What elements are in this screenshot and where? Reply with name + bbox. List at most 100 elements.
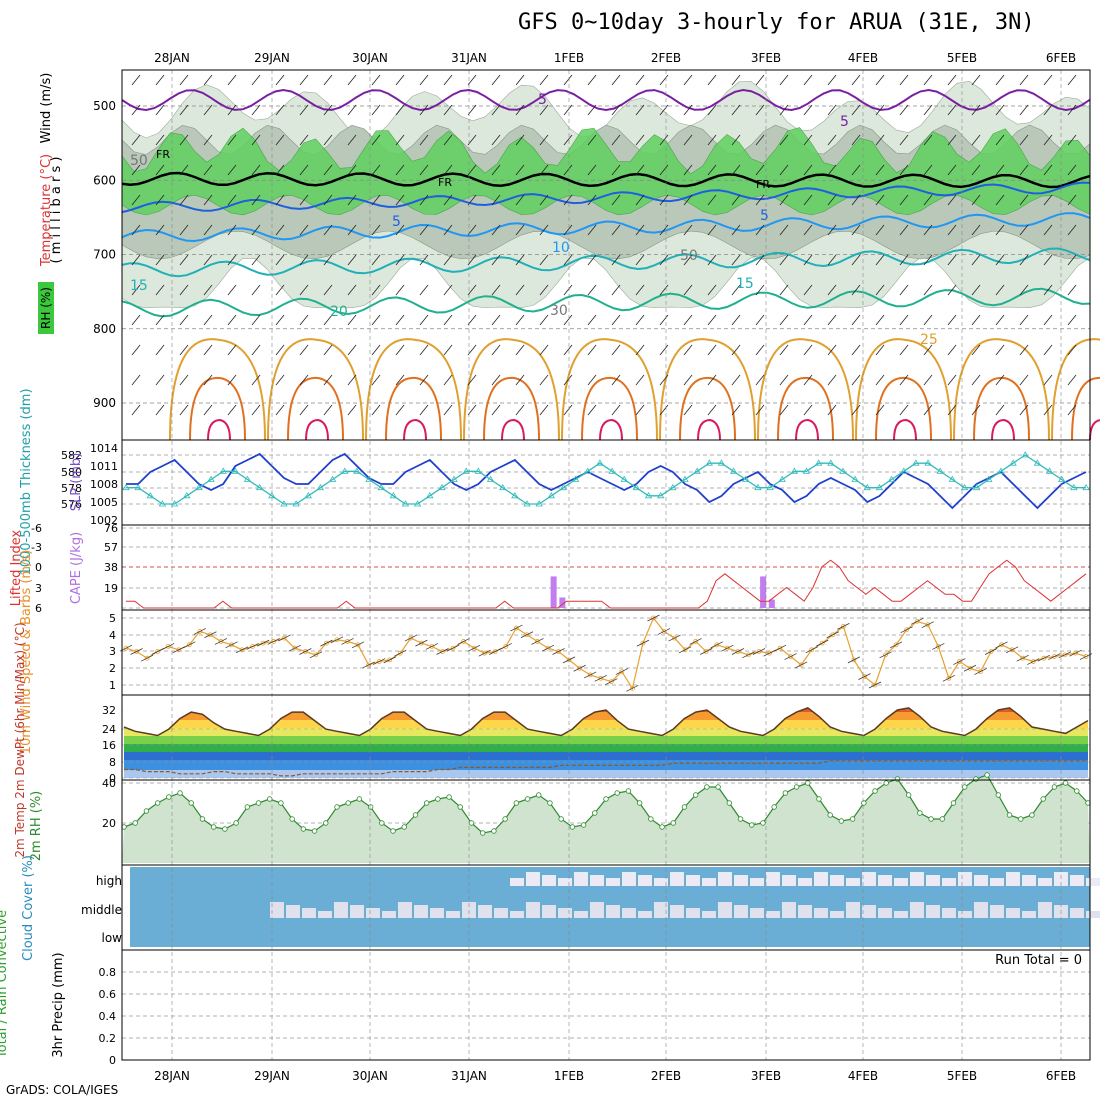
date-tick-bottom: 4FEB [848,1069,878,1083]
thickness-point [231,467,240,474]
footer-credit: GrADS: COLA/IGES [6,1083,119,1097]
wind-barb [467,74,477,86]
wind-barb [683,404,693,416]
wind-barb [995,254,1005,266]
cloud-mid-block [846,902,860,918]
temp-color-band [124,770,1088,778]
wind-barb [275,164,285,176]
wind-barb [875,284,885,296]
wind10-barb [668,634,681,642]
wind-barb [1019,104,1029,116]
wind-barb [899,104,909,116]
ylabel-cape: CAPE (J/kg) [69,532,84,604]
rh-legend-swatch [38,282,54,334]
date-tick-top: 29JAN [254,51,290,65]
thickness-point [1045,467,1054,474]
thickness-point [924,459,932,466]
wind10-barb [246,643,259,650]
cloud-high-block [814,872,828,886]
wind-barb [635,104,645,116]
ytick-t2m: 0 [109,772,116,785]
rh-point [816,796,822,802]
rh-point [390,828,396,834]
wind10-barb [858,673,871,680]
wind-barb [539,74,549,86]
wind-barb [707,284,717,296]
wind-barb [251,164,261,176]
wind-barb [155,314,165,326]
wind-barb [299,104,309,116]
wind-speed-point [651,615,656,621]
wind-barb [179,224,189,236]
wind-barb [539,194,549,206]
wind-barb [227,134,237,146]
wind-barb [947,74,957,86]
wind-barb [659,284,669,296]
wind-barb [587,104,597,116]
thickness-point [887,475,896,482]
wind-speed-point [197,629,203,634]
thickness-point [742,475,750,482]
wind-barb [323,74,333,86]
wind-barb [347,104,357,116]
ylabel-wind10: 10m Wind Speed & Barbs (m/s) [19,550,34,755]
cloud-high-block [1038,878,1052,886]
cloud-high-block [654,878,668,886]
wind-barb [491,284,501,296]
wind-barb [155,164,165,176]
contour-label: 5 [392,214,401,230]
cloud-mid-block [958,911,972,918]
wind-barb [1019,284,1029,296]
wind10-barb [256,639,270,647]
wind-speed-point [366,662,372,668]
wind-barb [203,404,213,416]
wind-barb [947,404,957,416]
rh-point [233,820,239,826]
wind-barb [683,224,693,236]
temp-color-band [124,736,1088,744]
wind-barb [971,374,981,386]
wind-barb [251,224,261,236]
wind-barb [251,104,261,116]
wind-barb [587,74,597,86]
wind-barb [731,344,741,356]
cloud-high-block [862,872,876,886]
warm-contour [365,338,462,441]
wind-barb [611,134,621,146]
wind10-barb [984,648,998,655]
wind-speed-point [218,639,224,644]
wind-barb [347,74,357,86]
wind-speed-point [904,627,910,633]
rh-point [423,800,430,806]
wind-barb [755,284,765,296]
wind-speed-point [1083,654,1089,659]
thickness-point [365,475,373,482]
wind-barb [227,374,237,386]
cloud-mid-block [318,911,332,918]
wind-barb [755,194,765,206]
cloud-high-block [542,875,556,886]
wind10-barb [320,639,333,647]
wind-barb [971,404,981,416]
wind-barb [587,374,597,386]
wind-barb [179,374,189,386]
wind10-barb [478,649,491,657]
hot-contour [501,418,525,441]
thickness-point [997,467,1005,474]
rh-point [267,796,273,802]
wind-speed-point [461,639,466,644]
wind-barb [395,344,405,356]
wind-barb [419,374,429,386]
wind-speed-point [809,647,815,653]
wind-barb [755,374,765,386]
wind-barb [251,134,261,146]
wind-barb [275,284,285,296]
wind-barb [1067,134,1077,146]
wind-barb [995,314,1005,326]
rh-point [446,794,452,800]
panel-frame [121,524,1091,611]
thickness-point [596,459,604,466]
wind-barb [371,134,381,146]
wind-barb [275,254,285,266]
wind-barb [875,404,885,416]
